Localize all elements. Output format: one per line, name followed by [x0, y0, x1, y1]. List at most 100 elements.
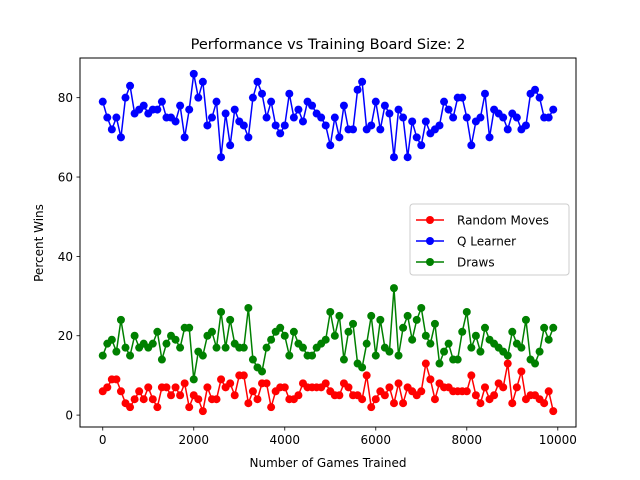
data-point-draws — [408, 335, 417, 344]
data-point-random-moves — [367, 403, 376, 412]
data-point-q-learner — [389, 153, 398, 162]
data-point-q-learner — [326, 141, 335, 150]
data-point-q-learner — [180, 133, 189, 142]
data-point-random-moves — [144, 383, 153, 392]
data-point-q-learner — [230, 105, 239, 114]
x-tick-label: 0 — [99, 433, 107, 447]
data-point-q-learner — [367, 121, 376, 130]
data-point-q-learner — [380, 101, 389, 110]
data-point-q-learner — [126, 81, 135, 90]
data-point-draws — [239, 343, 248, 352]
data-point-random-moves — [380, 391, 389, 400]
data-point-random-moves — [185, 403, 194, 412]
data-point-random-moves — [267, 403, 276, 412]
data-point-q-learner — [394, 105, 403, 114]
data-point-draws — [248, 355, 257, 364]
data-point-draws — [344, 327, 353, 336]
data-point-draws — [153, 327, 162, 336]
data-point-draws — [198, 351, 207, 360]
data-point-draws — [399, 323, 408, 332]
data-point-q-learner — [298, 117, 307, 126]
data-point-draws — [212, 343, 221, 352]
data-point-q-learner — [399, 113, 408, 122]
legend-label-draws: Draws — [457, 256, 495, 270]
data-point-draws — [480, 323, 489, 332]
data-point-random-moves — [426, 375, 435, 384]
data-point-q-learner — [385, 109, 394, 118]
data-point-random-moves — [126, 403, 135, 412]
data-point-q-learner — [203, 121, 212, 130]
data-point-draws — [471, 331, 480, 340]
data-point-draws — [276, 323, 285, 332]
data-point-q-learner — [244, 133, 253, 142]
data-point-draws — [521, 315, 530, 324]
data-point-draws — [176, 343, 185, 352]
data-point-draws — [426, 339, 435, 348]
series-random-moves — [98, 359, 558, 416]
data-point-random-moves — [112, 375, 121, 384]
data-point-random-moves — [135, 387, 144, 396]
data-point-q-learner — [262, 113, 271, 122]
legend-marker-random-moves — [426, 216, 434, 224]
data-point-draws — [412, 315, 421, 324]
data-point-random-moves — [262, 379, 271, 388]
data-point-random-moves — [517, 367, 526, 376]
data-point-draws — [421, 331, 430, 340]
data-point-random-moves — [362, 371, 371, 380]
data-point-q-learner — [207, 113, 216, 122]
data-point-draws — [207, 327, 216, 336]
data-point-q-learner — [271, 121, 280, 130]
data-point-q-learner — [253, 77, 262, 86]
data-point-random-moves — [230, 391, 239, 400]
data-point-q-learner — [185, 105, 194, 114]
series-q-learner — [98, 69, 558, 162]
data-point-draws — [385, 347, 394, 356]
series-draws — [98, 284, 558, 384]
data-point-draws — [330, 331, 339, 340]
legend-marker-draws — [426, 258, 434, 266]
data-point-q-learner — [212, 97, 221, 106]
data-point-q-learner — [308, 101, 317, 110]
data-point-random-moves — [467, 371, 476, 380]
data-point-draws — [389, 284, 398, 293]
data-point-random-moves — [512, 383, 521, 392]
data-point-q-learner — [98, 97, 107, 106]
data-point-q-learner — [349, 125, 358, 134]
data-point-random-moves — [544, 387, 553, 396]
data-point-q-learner — [458, 93, 467, 102]
data-point-q-learner — [239, 121, 248, 130]
data-point-q-learner — [103, 113, 112, 122]
data-point-random-moves — [462, 387, 471, 396]
y-axis-label: Percent Wins — [32, 204, 46, 282]
data-point-q-learner — [112, 113, 121, 122]
series-line-random-moves — [102, 362, 554, 412]
legend-entry-random-moves: Random Moves — [416, 214, 549, 228]
data-point-random-moves — [389, 399, 398, 408]
data-point-random-moves — [430, 395, 439, 404]
chart-title: Performance vs Training Board Size: 2 — [191, 37, 466, 53]
data-point-draws — [444, 339, 453, 348]
data-point-random-moves — [194, 395, 203, 404]
data-point-random-moves — [253, 395, 262, 404]
data-point-q-learner — [371, 97, 380, 106]
data-point-draws — [126, 351, 135, 360]
data-point-draws — [458, 327, 467, 336]
data-point-q-learner — [267, 97, 276, 106]
data-point-q-learner — [194, 93, 203, 102]
data-point-random-moves — [203, 383, 212, 392]
x-tick-label: 4000 — [269, 433, 300, 447]
data-point-random-moves — [171, 383, 180, 392]
data-point-draws — [440, 347, 449, 356]
data-point-q-learner — [485, 133, 494, 142]
data-point-random-moves — [167, 391, 176, 400]
data-point-q-learner — [535, 93, 544, 102]
series-layer — [98, 69, 558, 416]
data-point-q-learner — [421, 117, 430, 126]
data-point-draws — [394, 351, 403, 360]
data-point-q-learner — [248, 93, 257, 102]
data-point-random-moves — [162, 383, 171, 392]
data-point-random-moves — [153, 403, 162, 412]
data-point-random-moves — [294, 391, 303, 400]
data-point-random-moves — [508, 399, 517, 408]
y-tick-label: 80 — [58, 91, 73, 105]
